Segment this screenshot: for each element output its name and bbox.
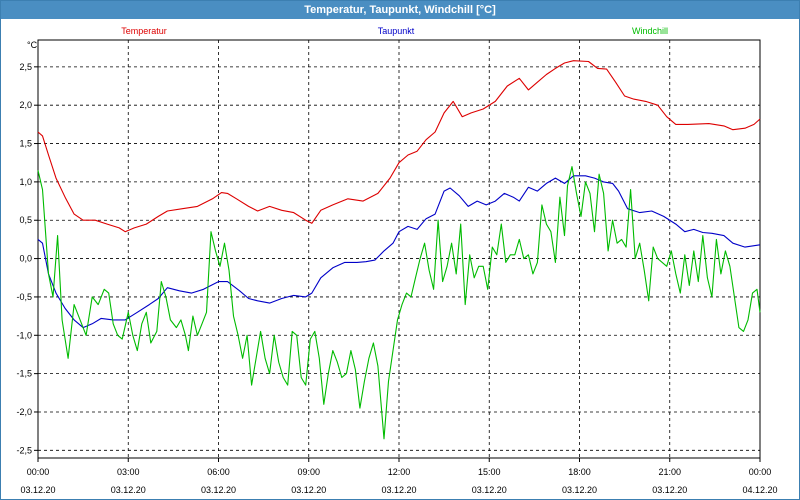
x-tick-time: 15:00 — [478, 467, 501, 477]
legend-item-windchill: Windchill — [632, 26, 668, 36]
x-tick-date: 03.12.20 — [562, 485, 597, 495]
x-tick-date: 03.12.20 — [381, 485, 416, 495]
x-tick-time: 18:00 — [568, 467, 591, 477]
series-line-windchill — [37, 166, 761, 440]
legend-item-temperatur: Temperatur — [121, 26, 167, 36]
grid-lines — [38, 40, 760, 458]
y-tick-label: 1,5 — [19, 139, 32, 149]
x-tick-time: 09:00 — [297, 467, 320, 477]
y-tick-label: -1,0 — [16, 330, 32, 340]
x-tick-time: 03:00 — [117, 467, 140, 477]
y-tick-label: -2,5 — [16, 445, 32, 455]
x-tick-date: 03.12.20 — [652, 485, 687, 495]
x-tick-date: 03.12.20 — [20, 485, 55, 495]
x-tick-time: 12:00 — [388, 467, 411, 477]
legend-item-taupunkt: Taupunkt — [378, 26, 415, 36]
axis-ticks: 2,5 2,0 1,5 1,0 0,5 0,0 -0,5 -1,0 -1,5 -2,0 -2,5 00… — [16, 62, 777, 495]
chart-title: Temperatur, Taupunkt, Windchill [°C] — [1, 1, 799, 19]
x-tick-date: 03.12.20 — [291, 485, 326, 495]
x-tick-time: 21:00 — [658, 467, 681, 477]
series-line-taupunkt — [37, 175, 761, 329]
x-tick-time: 00:00 — [27, 467, 50, 477]
x-tick-date: 04.12.20 — [742, 485, 777, 495]
y-tick-label: 0,5 — [19, 215, 32, 225]
y-tick-label: 2,5 — [19, 62, 32, 72]
x-tick-date: 03.12.20 — [201, 485, 236, 495]
x-tick-time: 00:00 — [749, 467, 772, 477]
y-unit-label: °C — [27, 40, 38, 50]
x-tick-date: 03.12.20 — [111, 485, 146, 495]
x-tick-time: 06:00 — [207, 467, 230, 477]
y-tick-label: -1,5 — [16, 369, 32, 379]
series-lines — [37, 60, 761, 440]
y-tick-label: -0,5 — [16, 292, 32, 302]
y-tick-label: 2,0 — [19, 100, 32, 110]
x-tick-date: 03.12.20 — [472, 485, 507, 495]
y-tick-label: 1,0 — [19, 177, 32, 187]
series-line-temperatur — [37, 60, 761, 233]
legend: Temperatur Taupunkt Windchill — [121, 26, 668, 36]
y-tick-label: -2,0 — [16, 407, 32, 417]
y-tick-label: 0,0 — [19, 254, 32, 264]
